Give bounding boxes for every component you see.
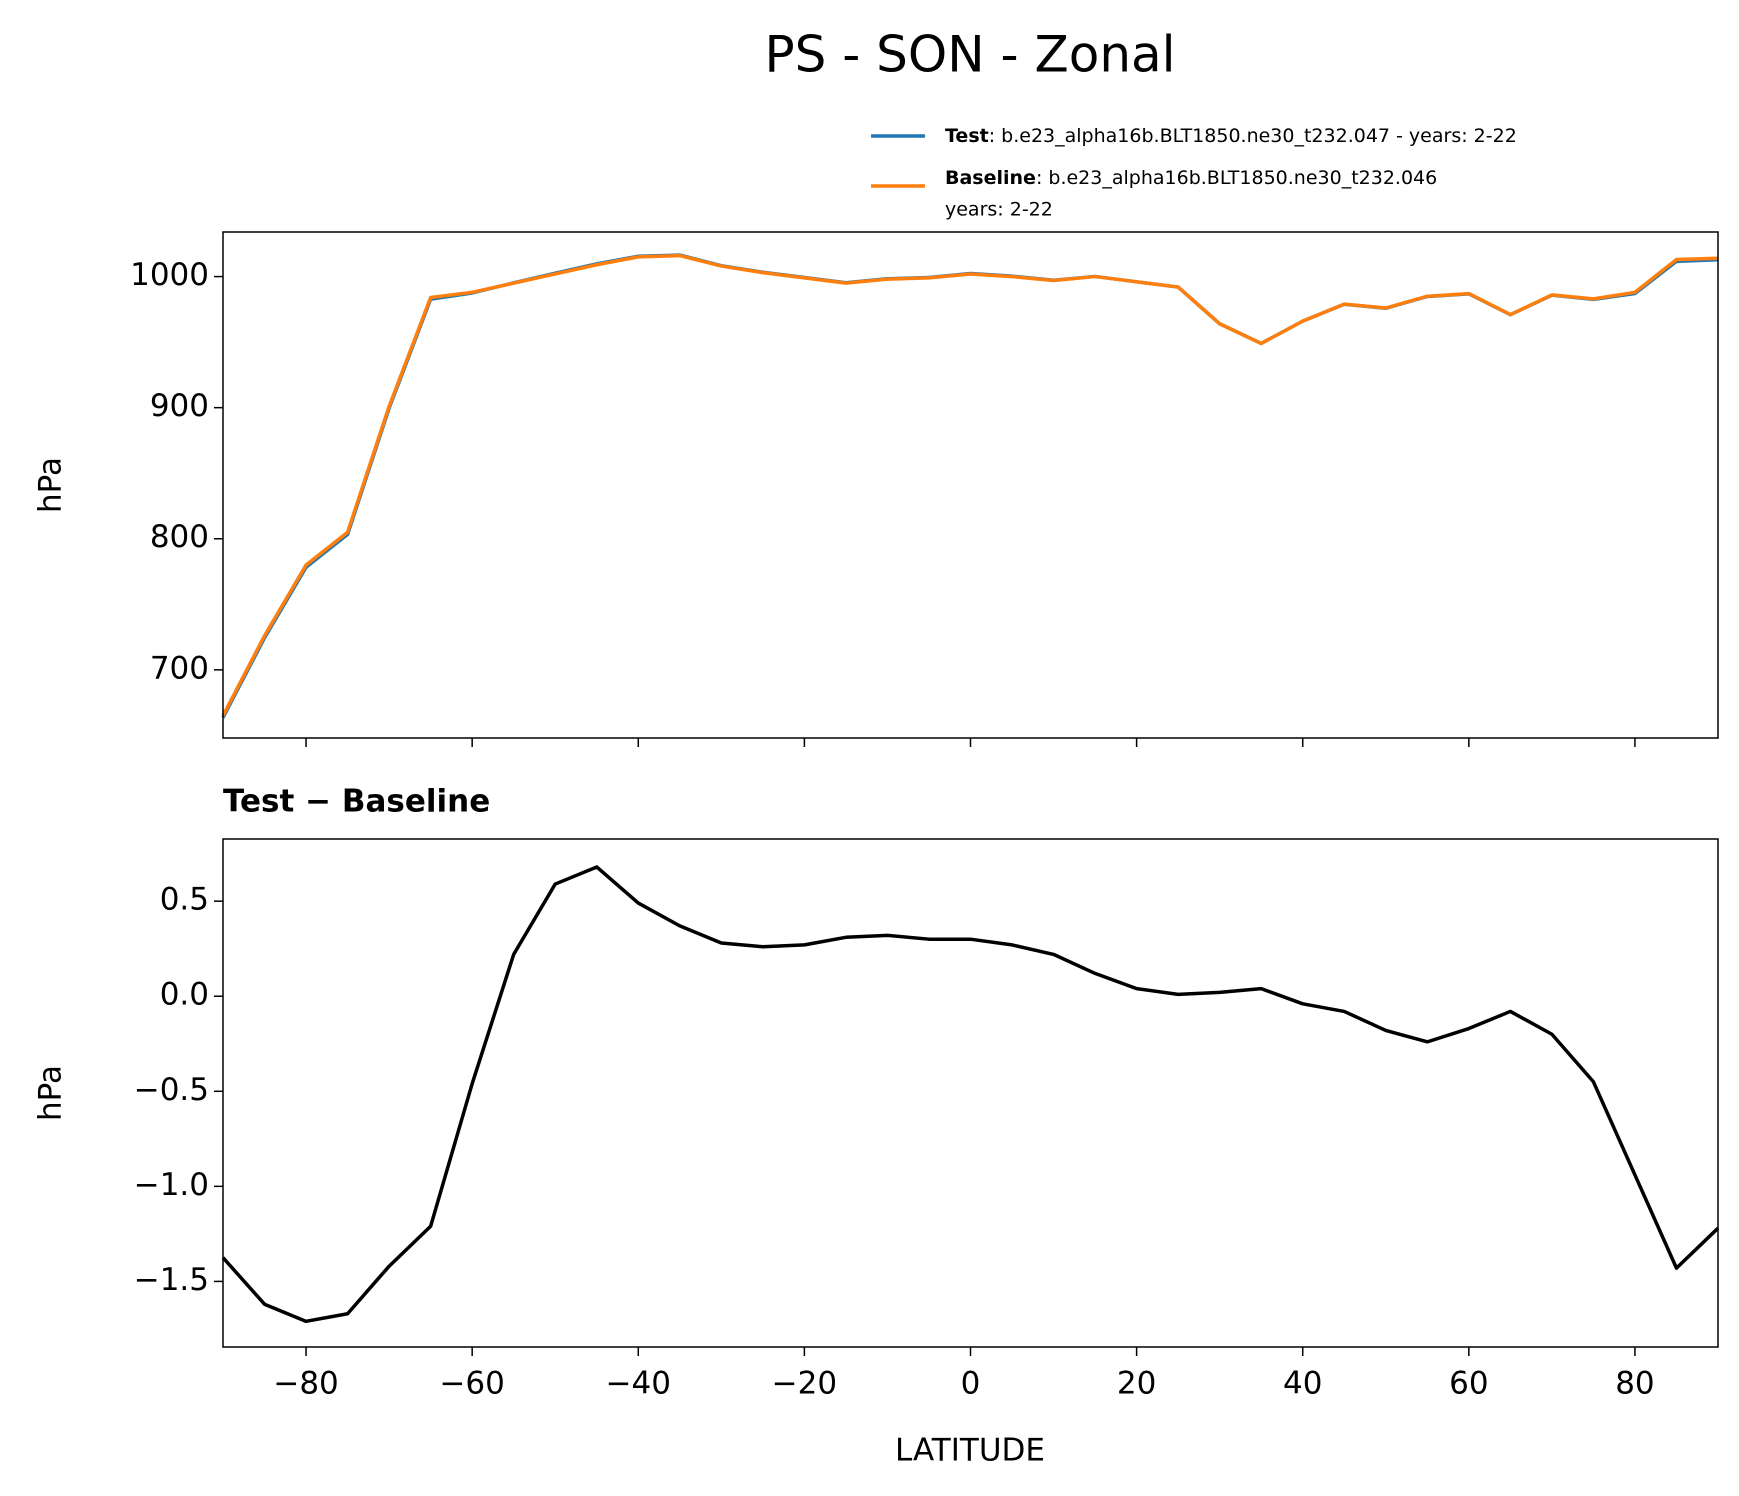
axes-frame [222,231,1719,739]
y-tick-label: 800 [150,519,209,555]
legend-name: Test [945,125,989,147]
subplot-title: Test − Baseline [223,784,490,820]
legend-description: : b.e23_alpha16b.BLT1850.ne30_t232.046 [1036,167,1437,189]
x-tick-label: 40 [1283,1366,1322,1402]
data-line [221,253,1719,717]
x-tick-label: 80 [1615,1366,1654,1402]
axes-frame [222,838,1719,1348]
legend-label: Test: b.e23_alpha16b.BLT1850.ne30_t232.0… [945,125,1517,147]
y-tick-label: −1.0 [134,1167,209,1203]
x-tick-label: 60 [1449,1366,1488,1402]
x-axis-label: LATITUDE [895,1433,1045,1469]
y-tick-label: 0.0 [160,977,209,1013]
y-tick-label: −1.5 [134,1262,209,1298]
data-line [221,253,1719,719]
legend-label: Baseline: b.e23_alpha16b.BLT1850.ne30_t2… [945,167,1437,189]
x-tick-label: −60 [439,1366,504,1402]
x-tick-label: 0 [961,1366,981,1402]
figure-title: PS - SON - Zonal [764,26,1175,84]
x-tick-label: −40 [606,1366,671,1402]
legend-description: : b.e23_alpha16b.BLT1850.ne30_t232.047 -… [989,125,1517,147]
y-tick-label: 1000 [130,257,209,293]
y-tick-label: 0.5 [160,882,209,918]
y-axis-label: hPa [33,1065,69,1121]
x-tick-label: −20 [772,1366,837,1402]
y-axis-label: hPa [33,457,69,513]
x-tick-label: −80 [273,1366,338,1402]
x-tick-label: 20 [1117,1366,1156,1402]
data-line [221,865,1720,1324]
y-tick-label: −0.5 [134,1072,209,1108]
legend-description: years: 2-22 [945,199,1053,221]
legend-name: Baseline [945,167,1036,189]
y-tick-label: 700 [150,650,209,686]
y-tick-label: 900 [150,388,209,424]
